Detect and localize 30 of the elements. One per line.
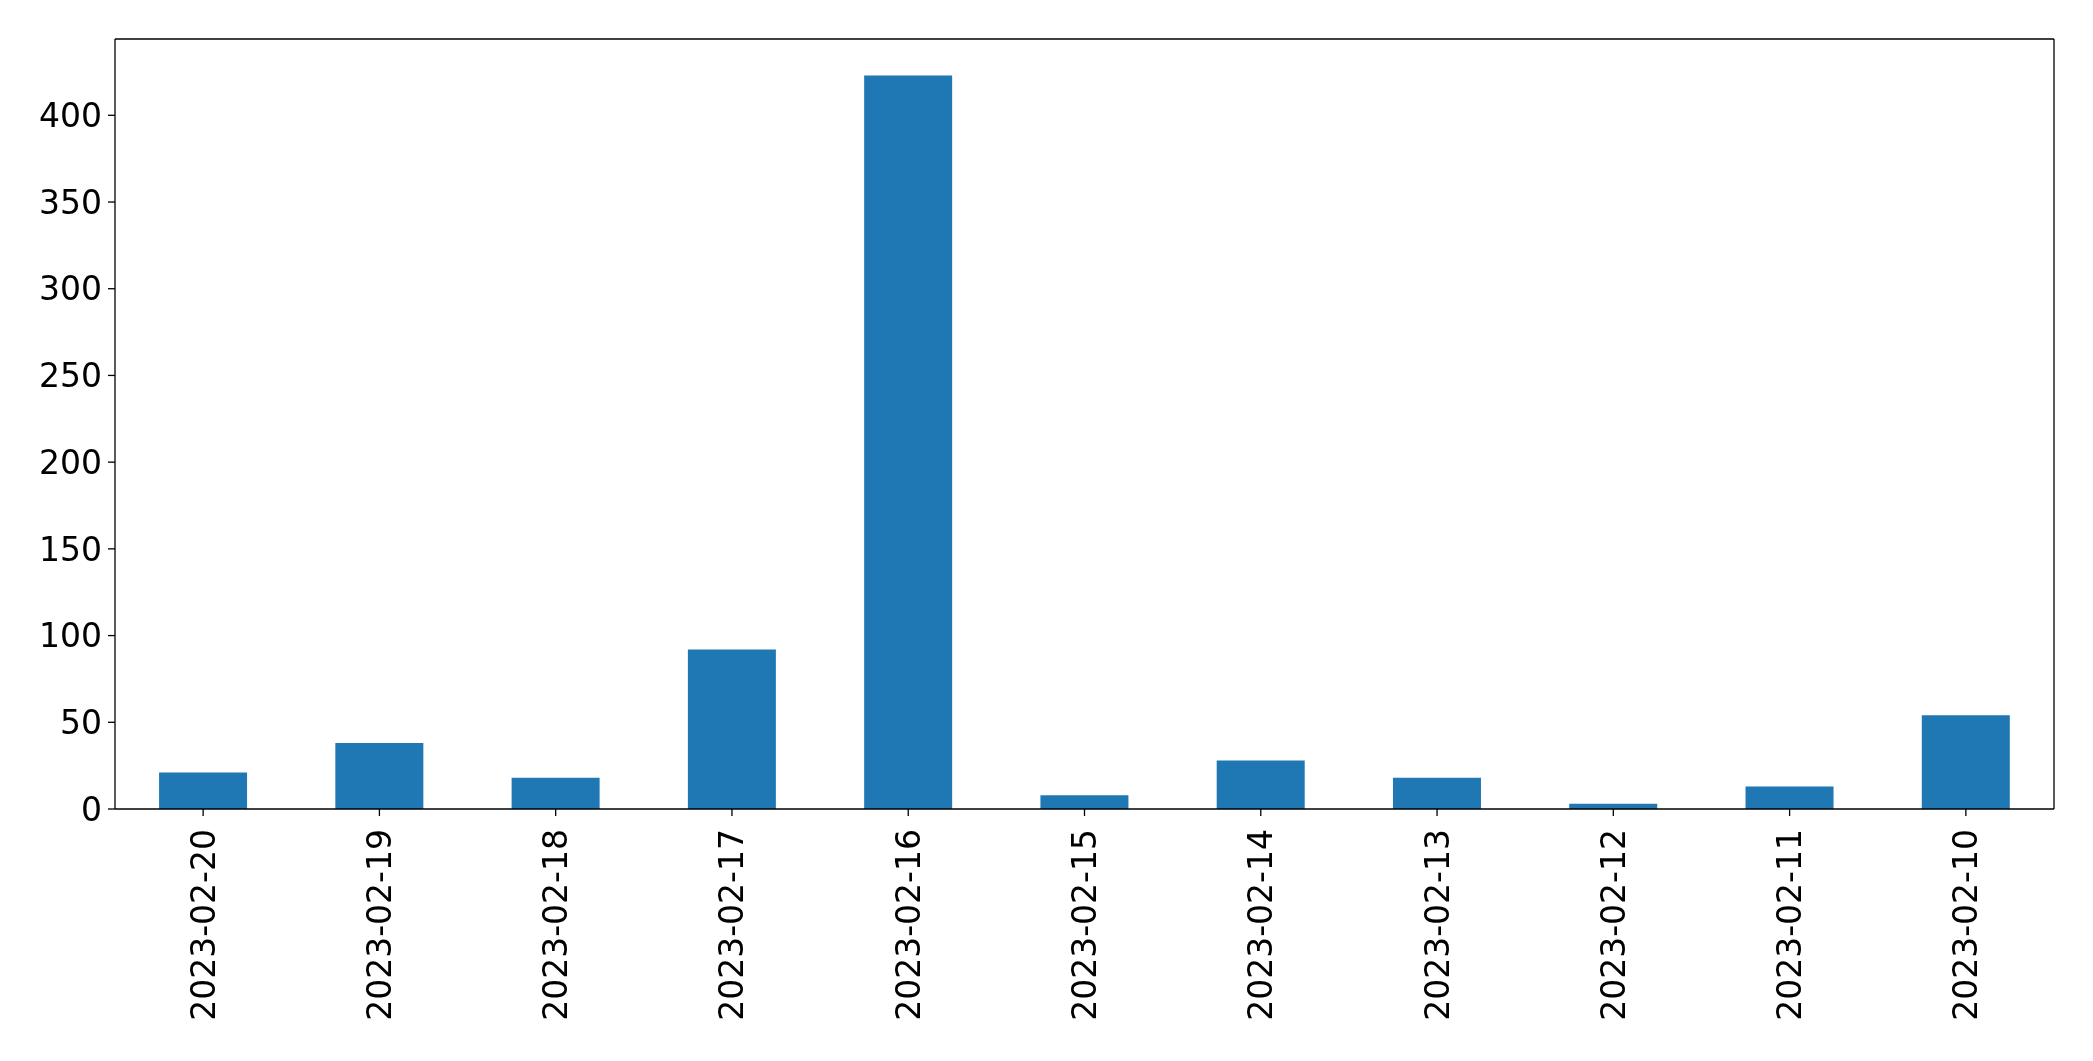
- y-tick-label: 0: [81, 789, 102, 829]
- x-tick-label: 2023-02-19: [359, 829, 399, 1021]
- y-tick-label: 250: [39, 356, 102, 396]
- bar: [159, 772, 248, 809]
- y-tick-label: 50: [60, 703, 102, 742]
- x-tick-label: 2023-02-20: [183, 829, 223, 1021]
- y-tick-label: 100: [39, 616, 102, 656]
- x-tick-label: 2023-02-11: [1770, 829, 1810, 1021]
- bar: [687, 649, 776, 809]
- bar: [1921, 715, 2010, 809]
- bar: [864, 75, 953, 809]
- x-tick-label: 2023-02-13: [1417, 829, 1457, 1021]
- bar: [335, 743, 424, 809]
- x-tick-label: 2023-02-18: [536, 829, 576, 1021]
- y-tick-label: 150: [39, 529, 102, 569]
- bar: [1745, 786, 1834, 809]
- y-tick-label: 200: [39, 442, 102, 482]
- bar: [511, 777, 600, 809]
- x-tick-label: 2023-02-17: [712, 829, 752, 1021]
- bar: [1216, 760, 1305, 809]
- x-tick-label: 2023-02-16: [888, 829, 928, 1021]
- x-tick-label: 2023-02-10: [1946, 829, 1986, 1021]
- y-tick-label: 350: [39, 182, 102, 222]
- bar: [1040, 795, 1129, 809]
- x-tick-label: 2023-02-15: [1065, 829, 1104, 1021]
- x-tick-label: 2023-02-12: [1593, 829, 1633, 1021]
- x-tick-label: 2023-02-14: [1241, 829, 1281, 1021]
- y-tick-label: 400: [39, 96, 102, 136]
- bar: [1392, 777, 1481, 809]
- y-tick-label: 300: [39, 269, 102, 309]
